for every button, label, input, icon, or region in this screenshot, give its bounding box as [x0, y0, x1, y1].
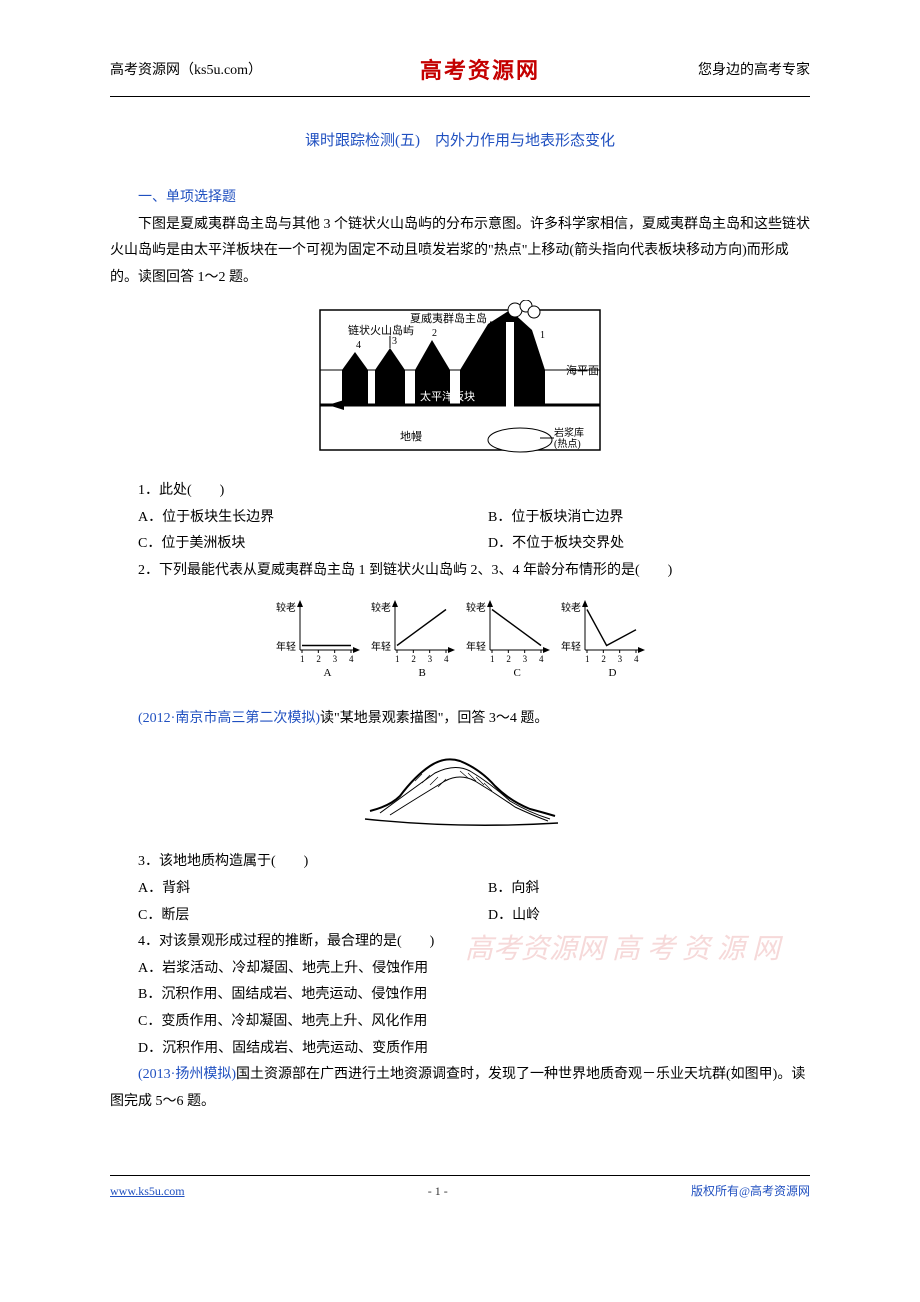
intro-3-4: (2012·南京市高三第二次模拟)读"某地景观素描图"，回答 3～4 题。 [110, 706, 810, 733]
header-right: 您身边的高考专家 [698, 58, 810, 85]
figure-1-volcano-diagram: 4 3 2 1 夏威夷群岛主岛 链状火山岛屿 海平面 太平洋板块 地幔 岩浆库 … [110, 300, 810, 471]
svg-text:1: 1 [395, 654, 400, 664]
svg-text:3: 3 [618, 654, 623, 664]
q4-opt-c: C．变质作用、冷却凝固、地壳上升、风化作用 [110, 1009, 810, 1036]
fig1-label-plate: 太平洋板块 [420, 389, 475, 403]
svg-text:4: 4 [634, 654, 639, 664]
q3-opt-b: B．向斜 [460, 876, 810, 903]
svg-text:3: 3 [428, 654, 433, 664]
q1-opt-c: C．位于美洲板块 [110, 531, 460, 558]
svg-text:1: 1 [300, 654, 305, 664]
page-footer: www.ks5u.com - 1 - 版权所有@高考资源网 [110, 1175, 810, 1203]
svg-text:年轻: 年轻 [276, 640, 296, 653]
q3-opt-a: A．背斜 [110, 876, 460, 903]
svg-text:2: 2 [601, 654, 606, 664]
svg-text:3: 3 [333, 654, 338, 664]
svg-text:2: 2 [432, 328, 437, 339]
header-left: 高考资源网（ks5u.com） [110, 58, 262, 85]
q1-options-row1: A．位于板块生长边界 B．位于板块消亡边界 [110, 505, 810, 532]
intro-5-6: (2013·扬州模拟)国土资源部在广西进行土地资源调查时，发现了一种世界地质奇观… [110, 1062, 810, 1115]
q3-options-row1: A．背斜 B．向斜 [110, 876, 810, 903]
fig1-label-mantle: 地幔 [400, 430, 422, 443]
svg-text:2: 2 [506, 654, 511, 664]
q4-stem: 4．对该景观形成过程的推断，最合理的是( ) [110, 929, 810, 956]
fig1-label-sea: 海平面 [566, 363, 599, 377]
fig1-label-main: 夏威夷群岛主岛 [410, 311, 487, 325]
q1-options-row2: C．位于美洲板块 D．不位于板块交界处 [110, 531, 810, 558]
q1-opt-a: A．位于板块生长边界 [110, 505, 460, 532]
svg-text:4: 4 [349, 654, 354, 664]
q4-opt-d: D．沉积作用、固结成岩、地壳运动、变质作用 [110, 1036, 810, 1063]
intro-paragraph-1: 下图是夏威夷群岛主岛与其他 3 个链状火山岛屿的分布示意图。许多科学家相信，夏威… [110, 212, 810, 292]
q3-stem: 3．该地地质构造属于( ) [110, 849, 810, 876]
page-header: 高考资源网（ks5u.com） 高考资源网 您身边的高考专家 [110, 50, 810, 97]
svg-text:C: C [514, 667, 521, 679]
q1-opt-b: B．位于板块消亡边界 [460, 505, 810, 532]
svg-text:3: 3 [392, 336, 397, 347]
svg-text:较老: 较老 [466, 601, 486, 614]
svg-text:年轻: 年轻 [371, 640, 391, 653]
section-1-heading: 一、单项选择题 [110, 185, 810, 212]
svg-text:1: 1 [540, 330, 545, 341]
svg-text:较老: 较老 [276, 601, 296, 614]
q4-opt-a: A．岩浆活动、冷却凝固、地壳上升、侵蚀作用 [110, 956, 810, 983]
footer-page-number: - 1 - [185, 1180, 691, 1203]
svg-text:D: D [609, 667, 617, 679]
svg-text:A: A [324, 667, 332, 679]
svg-text:较老: 较老 [561, 601, 581, 614]
svg-text:1: 1 [490, 654, 495, 664]
lesson-title: 课时跟踪检测(五) 内外力作用与地表形态变化 [110, 127, 810, 156]
q1-opt-d: D．不位于板块交界处 [460, 531, 810, 558]
svg-text:4: 4 [356, 340, 361, 351]
header-center-logo: 高考资源网 [420, 50, 540, 92]
q3-opt-d: D．山岭 [460, 903, 810, 930]
svg-text:年轻: 年轻 [561, 640, 581, 653]
svg-text:4: 4 [539, 654, 544, 664]
fig1-label-chain: 链状火山岛屿 [348, 323, 414, 337]
source-3-4: (2012·南京市高三第二次模拟) [138, 711, 320, 726]
svg-text:3: 3 [523, 654, 528, 664]
svg-text:1: 1 [585, 654, 590, 664]
svg-text:B: B [419, 667, 426, 679]
svg-text:2: 2 [316, 654, 321, 664]
svg-text:年轻: 年轻 [466, 640, 486, 653]
figure-2-age-charts: 较老年轻 1 2 3 4 A 较老年轻 1 2 3 4 B 较老年轻 1 2 3 4 C 较老年轻 1 2 3 4 D [110, 593, 810, 699]
svg-text:较老: 较老 [371, 601, 391, 614]
fig1-label-magma1: 岩浆库 [554, 426, 584, 439]
q1-stem: 1．此处( ) [110, 478, 810, 505]
fig1-label-magma2: (热点) [554, 437, 581, 450]
figure-3-landscape-sketch [110, 741, 810, 842]
footer-site[interactable]: www.ks5u.com [110, 1180, 185, 1203]
svg-text:2: 2 [411, 654, 416, 664]
intro-3-4-text: 读"某地景观素描图"，回答 3～4 题。 [320, 711, 548, 726]
q3-options-row2: C．断层 D．山岭 [110, 903, 810, 930]
footer-copyright: 版权所有@高考资源网 [691, 1180, 810, 1203]
svg-text:4: 4 [444, 654, 449, 664]
source-5-6: (2013·扬州模拟) [138, 1067, 236, 1082]
q4-opt-b: B．沉积作用、固结成岩、地壳运动、侵蚀作用 [110, 982, 810, 1009]
q3-opt-c: C．断层 [110, 903, 460, 930]
q2-stem: 2．下列最能代表从夏威夷群岛主岛 1 到链状火山岛屿 2、3、4 年龄分布情形的… [110, 558, 810, 585]
